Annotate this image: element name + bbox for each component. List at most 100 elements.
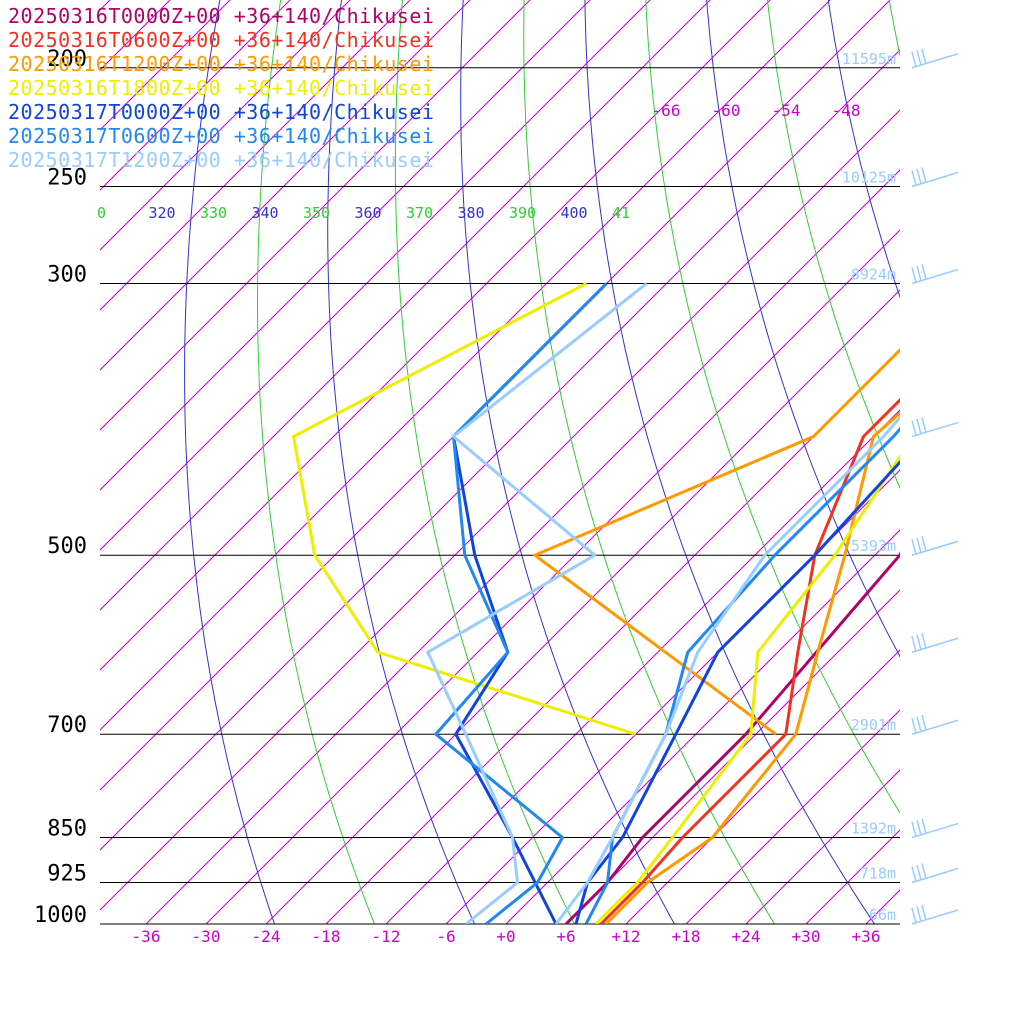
theta-line (1012, 0, 1024, 950)
height-label: 11595m (842, 50, 896, 68)
wind-barb (911, 48, 959, 69)
upper-temperature-label: -48 (832, 101, 861, 120)
dewpoint-profile (426, 282, 648, 924)
theta-value-label: 390 (509, 204, 536, 222)
isotherm-line (805, 829, 900, 924)
wind-barb (911, 818, 959, 839)
wind-barb (911, 417, 959, 438)
legend-item: 20250317T0000Z+00 +36+140/Chikusei (8, 100, 435, 124)
isotherm-line (325, 349, 900, 924)
dewpoint-profile (533, 347, 900, 736)
theta-value-label: 330 (200, 204, 227, 222)
theta-value-label: 380 (458, 204, 485, 222)
temperature-tick-label: +12 (612, 927, 641, 946)
temperature-tick-label: -30 (192, 927, 221, 946)
height-label: 2901m (851, 716, 896, 734)
temperature-tick-label: -12 (372, 927, 401, 946)
isotherm-line (100, 0, 891, 791)
temperature-profile (599, 397, 900, 924)
isotherm-line (625, 649, 900, 924)
height-label: 10125m (842, 168, 896, 186)
height-label: 8924m (851, 265, 896, 283)
theta-line (327, 0, 476, 924)
theta-line (706, 0, 900, 658)
theta-e-line (256, 0, 376, 924)
isotherm-line (100, 0, 411, 311)
isotherm-line (100, 0, 651, 551)
wind-barb (911, 167, 959, 188)
isotherm-line (926, 0, 1024, 924)
theta-e-line (964, 0, 1024, 950)
theta-line (584, 0, 876, 924)
isotherm-line (565, 589, 900, 924)
temperature-profile (574, 459, 900, 924)
temperature-profile (564, 551, 900, 924)
theta-value-label: 370 (406, 204, 433, 222)
legend-item: 20250316T0000Z+00 +36+140/Chikusei (8, 4, 435, 28)
legend-item: 20250316T0600Z+00 +36+140/Chikusei (8, 28, 435, 52)
isotherm-line (100, 0, 591, 491)
wind-barbs (911, 48, 959, 925)
pressure-tick-label: 850 (47, 817, 87, 842)
height-label: 1392m (851, 820, 896, 838)
isotherm-line (100, 0, 471, 371)
isotherm-line (986, 0, 1024, 924)
pressure-tick-label: 200 (47, 47, 87, 72)
wind-barb (911, 715, 959, 735)
upper-temperature-label: -60 (712, 101, 741, 120)
upper-temperature-label: -54 (772, 101, 801, 120)
upper-temperature-label: -66 (652, 101, 681, 120)
theta-value-label: 360 (355, 204, 382, 222)
theta-line (827, 0, 900, 299)
wind-barb (911, 863, 959, 884)
background-lines (100, 0, 1024, 950)
isotherm-line (145, 169, 900, 924)
pressure-tick-label: 300 (47, 262, 87, 287)
dewpoint-profile (434, 282, 608, 924)
theta-value-label: 400 (561, 204, 588, 222)
theta-value-label: 320 (149, 204, 176, 222)
theta-value-label: 340 (252, 204, 279, 222)
temperature-profile (584, 426, 900, 924)
theta-line (460, 0, 676, 924)
theta-e-line (394, 0, 576, 924)
theta-e-line (767, 0, 900, 490)
temperature-profile (594, 454, 900, 924)
height-label: 66m (869, 906, 896, 924)
temperature-profile (604, 411, 900, 924)
isotherm-line (865, 889, 900, 924)
temperature-tick-label: +18 (672, 927, 701, 946)
legend-item: 20250317T0600Z+00 +36+140/Chikusei (8, 124, 435, 148)
pressure-tick-label: 250 (47, 165, 87, 190)
isotherm-line (100, 0, 531, 431)
temperature-tick-label: -18 (312, 927, 341, 946)
wind-barb (911, 633, 959, 653)
theta-value-label: 41 (612, 204, 630, 222)
theta-e-line (523, 0, 776, 924)
theta-line (914, 0, 1024, 950)
temperature-tick-label: +30 (792, 927, 821, 946)
temperature-tick-label: -6 (436, 927, 455, 946)
isotherm-line (100, 49, 900, 851)
temperature-tick-label: -24 (252, 927, 281, 946)
temperature-tick-label: +0 (496, 927, 515, 946)
wind-barb (911, 264, 959, 285)
isotherm-line (205, 229, 900, 924)
temperature-tick-label: +36 (852, 927, 881, 946)
height-label: 5393m (851, 537, 896, 555)
dewpoint-profile (292, 282, 637, 736)
wind-barb (911, 536, 959, 556)
isotherm-line (265, 289, 900, 924)
axis-labels: 1001502002503005007008509251000-36-30-24… (34, 47, 896, 946)
theta-line (184, 0, 276, 924)
legend-item: 20250317T1200Z+00 +36+140/Chikusei (8, 148, 435, 172)
wind-barb (911, 904, 959, 925)
profile-lines (292, 282, 900, 924)
temperature-tick-label: +24 (732, 927, 761, 946)
pressure-tick-label: 1000 (34, 903, 87, 928)
isotherm-line (100, 0, 711, 611)
theta-value-label: 350 (303, 204, 330, 222)
pressure-tick-label: 500 (47, 534, 87, 559)
pressure-tick-label: 925 (47, 862, 87, 887)
